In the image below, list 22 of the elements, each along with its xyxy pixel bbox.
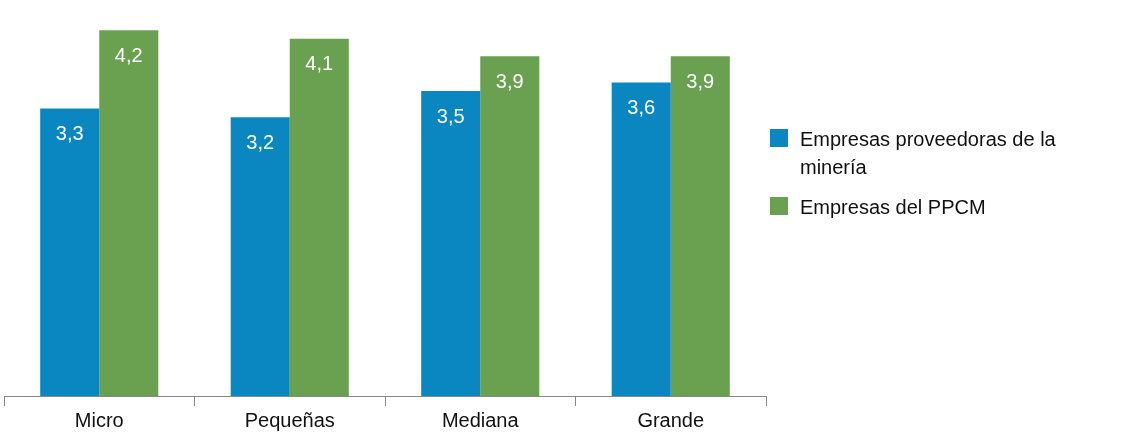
data-label: 4,1 [305, 52, 334, 75]
data-label: 4,2 [114, 43, 143, 66]
x-tick-label: Micro [74, 408, 124, 431]
x-tick-label: Pequeñas [244, 408, 335, 431]
bar [611, 82, 671, 396]
data-label: 3,9 [495, 69, 524, 92]
bar [480, 56, 540, 396]
bar [230, 117, 290, 396]
x-tick-label: Grande [637, 408, 705, 431]
data-label: 3,9 [686, 69, 715, 92]
x-tick-label: Mediana [441, 408, 520, 431]
bar [40, 108, 100, 396]
legend-label: Empresas proveedoras de la minería [800, 127, 1057, 180]
data-label: 3,3 [55, 122, 84, 145]
bar [289, 38, 349, 396]
data-label: 3,5 [436, 104, 465, 127]
data-label: 3,2 [246, 130, 275, 153]
data-label: 3,6 [627, 95, 656, 118]
bar [670, 56, 730, 396]
bar [99, 30, 159, 396]
bar [421, 91, 481, 396]
legend-label: Empresas del PPCM [800, 195, 986, 220]
